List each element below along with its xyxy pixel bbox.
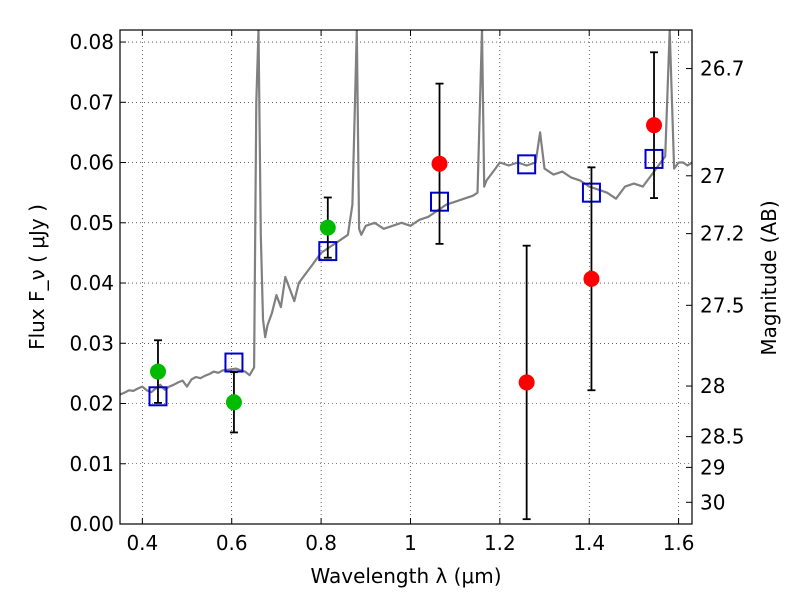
axes: 0.4 0.6 0.8 1 1.2 1.4 1.6 0.00 0.01 0.02 0.03 0.04 0… (69, 30, 745, 555)
observed-flux-point (518, 374, 535, 391)
x-tick-label: 1.4 (573, 531, 605, 555)
y-axis-right-label: Magnitude (AB) (757, 200, 781, 355)
y-tick-label: 0.06 (69, 151, 114, 175)
mag-tick-label: 27.2 (700, 222, 745, 246)
model-spectrum-line (120, 30, 692, 396)
mag-tick-label: 26.7 (700, 57, 745, 81)
y-axis-label: Flux F_ν ( μJy ) (25, 204, 49, 350)
grid (120, 30, 692, 525)
y-tick-label: 0.01 (69, 452, 114, 476)
observed-flux-point (225, 394, 242, 411)
plot-frame (119, 29, 693, 525)
x-tick-label: 1.6 (663, 531, 695, 555)
mag-tick-label: 28.5 (700, 425, 745, 449)
y-tick-label: 0.02 (69, 392, 114, 416)
observed-flux-point (646, 117, 663, 134)
mag-tick-label: 30 (700, 490, 725, 514)
y-tick-label: 0.00 (69, 512, 114, 536)
mag-tick-label: 27 (700, 164, 725, 188)
y-tick-label: 0.04 (69, 271, 114, 295)
x-tick-label: 0.8 (305, 531, 337, 555)
mag-tick-label: 28 (700, 374, 725, 398)
y-tick-label: 0.03 (69, 331, 114, 355)
observed-flux-point (319, 219, 336, 236)
mag-tick-label: 29 (700, 455, 725, 479)
x-tick-label: 0.6 (216, 531, 248, 555)
observed-flux-point (431, 155, 448, 172)
y-tick-label: 0.08 (69, 30, 114, 54)
x-tick-label: 1.2 (484, 531, 516, 555)
plot-area (120, 30, 692, 521)
y-tick-label: 0.05 (69, 211, 114, 235)
x-tick-label: 1 (404, 531, 417, 555)
mag-tick-label: 27.5 (700, 293, 745, 317)
x-axis-label: Wavelength λ (μm) (310, 564, 501, 588)
observed-flux-point (149, 363, 166, 380)
model-photometry-square (517, 154, 537, 175)
y-tick-label: 0.07 (69, 90, 114, 114)
observed-flux-point (583, 270, 600, 287)
x-tick-label: 0.4 (126, 531, 158, 555)
